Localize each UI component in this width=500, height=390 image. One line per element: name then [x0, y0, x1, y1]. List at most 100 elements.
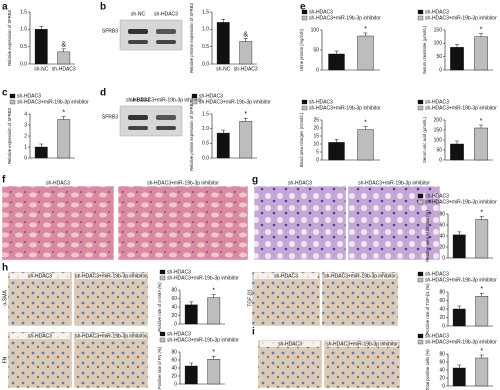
legend-swatch — [191, 93, 198, 99]
y-tick-label: 3 — [24, 122, 27, 128]
y-tick-label: 0 — [316, 157, 319, 163]
annotation: * — [480, 286, 483, 293]
legend-swatch — [417, 199, 424, 205]
legend-swatch — [301, 9, 308, 15]
x-tick-label: sh-NC — [216, 66, 231, 72]
y-tick-label: 2 — [24, 133, 27, 139]
micrograph — [1, 185, 115, 261]
stain-label: TGF-β1 — [247, 289, 253, 307]
y-tick-label: 50 — [313, 47, 319, 53]
micrograph — [253, 185, 347, 261]
y-tick-label: 0 — [442, 383, 445, 389]
bar — [239, 121, 253, 159]
panel-letter: c — [2, 88, 8, 99]
legend-label: sh-HDAC3+miR-19b-3p inhibitor — [425, 339, 497, 345]
image-label: sh-HDAC3 — [278, 341, 302, 347]
annotation: * — [62, 109, 65, 116]
legend-label: sh-HDAC3+miR-19b-3p inhibitor — [167, 337, 239, 343]
y-tick-label: 1.0 — [202, 126, 209, 132]
y-tick-label: 200 — [434, 117, 443, 123]
legend-swatch — [159, 337, 166, 343]
bar — [450, 47, 464, 71]
annotation: & — [61, 42, 66, 49]
label-bg — [260, 341, 320, 347]
legend-swatch — [301, 105, 308, 111]
blot-protein: SFRB3 — [102, 114, 118, 120]
legend-label: sh-HDAC3+miR-19b-3p inhibitor — [309, 105, 381, 111]
y-tick-label: 40 — [171, 304, 177, 310]
panel-letter: i — [252, 327, 255, 338]
image-label: sh-HDAC3+miR-19b-3p inhibitor — [324, 273, 396, 279]
y-tick-label: 5 — [316, 149, 319, 155]
y-tick-label: 60 — [439, 298, 445, 304]
legend-swatch — [417, 277, 424, 283]
panel-letter: b — [100, 2, 106, 13]
bar — [34, 29, 48, 65]
y-tick-label: 0.0 — [202, 61, 209, 67]
y-axis-label: Urine protein (mg/24h) — [299, 28, 304, 70]
image-label: sh-HDAC3 — [274, 273, 298, 279]
bar — [452, 234, 466, 259]
label-bg — [10, 273, 70, 279]
blot-lane: sh-HDAC3 — [154, 11, 178, 17]
y-tick-label: 60 — [439, 222, 445, 228]
bar — [34, 146, 48, 159]
bar — [239, 41, 253, 65]
y-tick-label: 150 — [434, 27, 443, 33]
y-axis-label: Positive rate of α-SMA (%) — [157, 282, 162, 332]
y-tick-label: 40 — [439, 367, 445, 373]
y-tick-label: 60 — [171, 296, 177, 302]
bar — [475, 357, 489, 387]
y-tick-label: 100 — [434, 137, 443, 143]
y-tick-label: 60 — [171, 357, 177, 363]
image-label: sh-HDAC3+miR-19b-3p inhibitor — [326, 341, 398, 347]
y-axis-label: Serum creatinine (μmol/L) — [422, 25, 427, 74]
blot-band — [156, 115, 176, 120]
annotation: * — [244, 111, 247, 118]
y-axis-label: Relative protein expression of SFRB3 — [189, 100, 194, 170]
y-axis-label: Relative expression of SFRB3 — [7, 107, 12, 164]
legend-label: sh-HDAC3 — [425, 99, 449, 105]
label-bg — [76, 333, 146, 339]
annotation: & — [243, 31, 248, 38]
label-bg — [326, 341, 398, 347]
image-label: sh-HDAC3 — [28, 273, 52, 279]
annotation: * — [480, 209, 483, 216]
legend-swatch — [159, 269, 166, 275]
label-bg — [324, 273, 396, 279]
legend-label: sh-HDAC3 — [425, 193, 449, 199]
legend-swatch — [417, 99, 424, 105]
y-axis-label: Serum uric acid (μmol/L) — [422, 117, 427, 163]
y-axis-label: Relative area of fibrosis (%) — [425, 210, 430, 262]
micrograph — [7, 331, 73, 389]
y-axis-label: Blood urea nitrogen (mmol/L) — [299, 112, 304, 167]
annotation: * — [480, 348, 483, 355]
panel-letter: e — [300, 2, 306, 13]
y-tick-label: 0 — [316, 67, 319, 73]
panel-letter: a — [2, 2, 8, 13]
bar — [452, 308, 466, 327]
legend-swatch — [301, 15, 308, 21]
y-tick-label: 150 — [434, 127, 443, 133]
bar — [475, 219, 489, 259]
y-tick-label: 80 — [171, 349, 177, 355]
y-tick-label: 1.0 — [202, 27, 209, 33]
y-axis-label: Relative expression of SFRB3 — [7, 9, 12, 66]
image-label: sh-HDAC3+miR-19b-3p inhibitor — [147, 180, 219, 186]
y-tick-label: 100 — [311, 27, 320, 33]
panel-letter: g — [252, 175, 258, 186]
image-label: sh-HDAC3 — [288, 180, 312, 186]
legend-label: sh-HDAC3 — [17, 93, 41, 99]
y-tick-label: 20 — [313, 125, 319, 131]
y-tick-label: 100 — [434, 41, 443, 47]
legend-label: sh-HDAC3+miR-19b-3p inhibitor — [167, 275, 239, 281]
y-tick-label: 50 — [436, 147, 442, 153]
micrograph — [323, 339, 401, 389]
y-tick-label: 40 — [439, 233, 445, 239]
micrograph — [347, 185, 441, 261]
y-tick-label: 1.5 — [202, 111, 209, 117]
y-tick-label: 80 — [171, 287, 177, 293]
bar — [328, 142, 345, 161]
y-tick-label: 0 — [24, 155, 27, 161]
bar — [216, 132, 230, 159]
